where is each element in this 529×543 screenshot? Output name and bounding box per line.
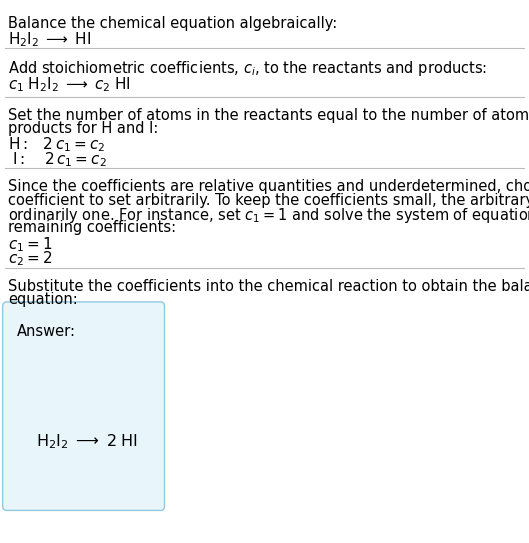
Text: $c_1\;\mathrm{H_2I_2} \;\longrightarrow\; c_2\;\mathrm{HI}$: $c_1\;\mathrm{H_2I_2} \;\longrightarrow\… (8, 75, 131, 93)
Text: $\;\mathrm{I{:}}\;\;\;\; 2\,c_1 = c_2$: $\;\mathrm{I{:}}\;\;\;\; 2\,c_1 = c_2$ (8, 150, 107, 168)
Text: $\mathrm{H_2I_2} \;\longrightarrow\; \mathrm{HI}$: $\mathrm{H_2I_2} \;\longrightarrow\; \ma… (8, 30, 91, 48)
Text: Balance the chemical equation algebraically:: Balance the chemical equation algebraica… (8, 16, 337, 31)
Text: Set the number of atoms in the reactants equal to the number of atoms in the: Set the number of atoms in the reactants… (8, 108, 529, 123)
Text: $\mathrm{H_2I_2} \;\longrightarrow\; 2\;\mathrm{HI}$: $\mathrm{H_2I_2} \;\longrightarrow\; 2\;… (36, 433, 138, 451)
Text: ordinarily one. For instance, set $c_1 = 1$ and solve the system of equations fo: ordinarily one. For instance, set $c_1 =… (8, 206, 529, 225)
Text: Substitute the coefficients into the chemical reaction to obtain the balanced: Substitute the coefficients into the che… (8, 279, 529, 294)
Text: products for H and I:: products for H and I: (8, 121, 158, 136)
Text: Add stoichiometric coefficients, $c_i$, to the reactants and products:: Add stoichiometric coefficients, $c_i$, … (8, 59, 487, 78)
Text: coefficient to set arbitrarily. To keep the coefficients small, the arbitrary va: coefficient to set arbitrarily. To keep … (8, 193, 529, 208)
Text: $\mathrm{H{:}}\;\;\; 2\,c_1 = c_2$: $\mathrm{H{:}}\;\;\; 2\,c_1 = c_2$ (8, 136, 105, 154)
Text: Since the coefficients are relative quantities and underdetermined, choose a: Since the coefficients are relative quan… (8, 179, 529, 194)
Text: Answer:: Answer: (16, 324, 76, 339)
Text: remaining coefficients:: remaining coefficients: (8, 220, 176, 235)
Text: $c_1 = 1$: $c_1 = 1$ (8, 235, 52, 254)
FancyBboxPatch shape (3, 302, 165, 510)
Text: $c_2 = 2$: $c_2 = 2$ (8, 249, 52, 268)
Text: equation:: equation: (8, 292, 78, 307)
